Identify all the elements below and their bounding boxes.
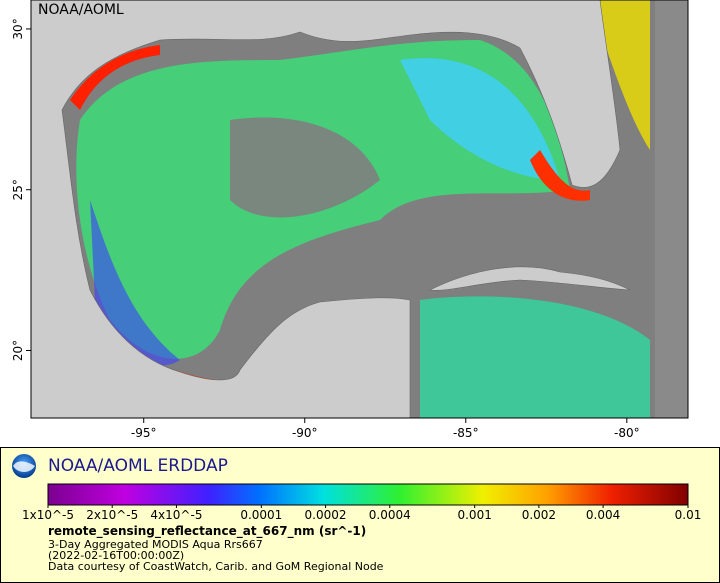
colorbar-tick-label: 2x10^-5 bbox=[86, 508, 138, 522]
legend-line: (2022-02-16T00:00:00Z) bbox=[48, 549, 184, 562]
colorbar-tick-label: 0.0001 bbox=[240, 508, 282, 522]
y-tick-label: 25° bbox=[11, 179, 25, 200]
coastal-high bbox=[530, 150, 590, 201]
legend-box bbox=[0, 447, 720, 583]
y-tick-label: 20° bbox=[11, 340, 25, 361]
colorbar bbox=[47, 483, 689, 506]
land bbox=[31, 0, 621, 418]
coastal-high bbox=[70, 45, 160, 110]
colorbar-tick-label: 0.01 bbox=[675, 508, 702, 522]
legend-line: Data courtesy of CoastWatch, Carib. and … bbox=[48, 560, 384, 573]
variable-name: remote_sensing_reflectance_at_667_nm (sr… bbox=[48, 524, 366, 539]
no-data bbox=[655, 0, 688, 418]
legend-line: 3-Day Aggregated MODIS Aqua Rrs667 bbox=[48, 538, 263, 551]
data-swath bbox=[90, 200, 180, 366]
colorbar-tick-label: 0.001 bbox=[457, 508, 491, 522]
colorbar-tick-label: 4x10^-5 bbox=[150, 508, 202, 522]
legend: NOAA/AOML ERDDAP remote_sensing_reflecta… bbox=[0, 447, 720, 583]
data-swath bbox=[400, 58, 560, 180]
x-tick-label: -80° bbox=[614, 426, 640, 440]
colorbar-tick-label: 0.0002 bbox=[305, 508, 347, 522]
x-tick-label: -85° bbox=[453, 426, 479, 440]
legend-title: NOAA/AOML ERDDAP bbox=[48, 456, 228, 476]
map-frame bbox=[30, 0, 689, 419]
logo bbox=[13, 461, 35, 472]
colorbar-tick-label: 0.002 bbox=[522, 508, 556, 522]
colorbar-tick-label: 0.004 bbox=[586, 508, 620, 522]
no-data bbox=[230, 117, 380, 218]
land bbox=[428, 266, 631, 291]
data-swath bbox=[420, 296, 650, 418]
x-tick-label: -90° bbox=[292, 426, 318, 440]
colorbar-tick-label: 0.0004 bbox=[369, 508, 411, 522]
y-tick-label: 30° bbox=[11, 18, 25, 39]
map: NOAA/AOML bbox=[31, 0, 688, 418]
watermark: NOAA/AOML bbox=[38, 2, 124, 18]
x-tick-label: -95° bbox=[131, 426, 157, 440]
colorbar-tick-label: 1x10^-5 bbox=[22, 508, 74, 522]
